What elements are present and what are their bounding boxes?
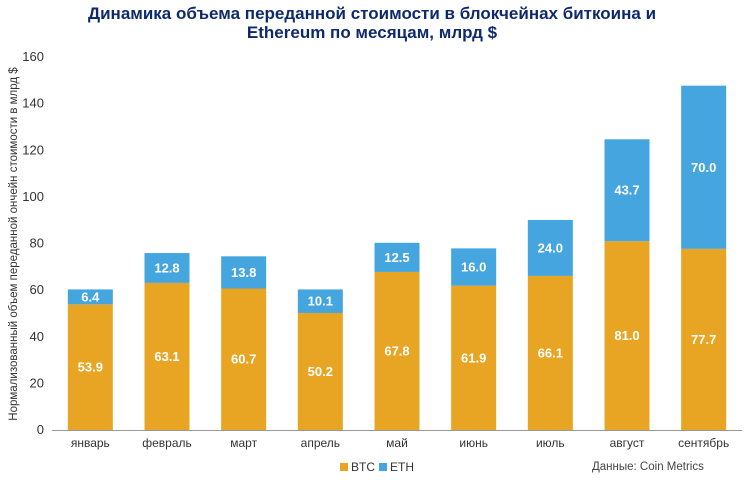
data-label-btc: 77.7 xyxy=(691,332,716,347)
x-tick-label: май xyxy=(386,436,408,450)
data-label-eth: 70.0 xyxy=(691,160,716,175)
bar-eth-7 xyxy=(604,139,650,242)
data-label-eth: 13.8 xyxy=(231,265,256,280)
data-label-eth: 12.8 xyxy=(154,260,179,275)
data-labels: 53.9 6.4 63.1 12.8 60.7 13.8 50.2 10.1 67.8 12.5 6… xyxy=(78,160,717,379)
chart-title-line-1: Динамика объема переданной стоимости в б… xyxy=(88,4,656,23)
data-label-btc: 61.9 xyxy=(461,350,486,365)
bar-btc-7 xyxy=(604,241,650,430)
data-label-eth: 16.0 xyxy=(461,260,486,275)
x-tick-label: март xyxy=(230,436,257,450)
bar-btc-3 xyxy=(297,312,343,430)
data-label-btc: 63.1 xyxy=(154,349,179,364)
bar-btc-0 xyxy=(67,304,113,430)
bar-eth-0 xyxy=(67,289,113,305)
x-tick-label: февраль xyxy=(142,436,192,450)
bar-btc-1 xyxy=(144,282,190,430)
x-tick-label: июнь xyxy=(459,436,488,450)
y-tick-label: 80 xyxy=(30,236,44,251)
bar-btc-6 xyxy=(527,275,573,430)
bar-eth-4 xyxy=(374,242,420,272)
data-label-btc: 60.7 xyxy=(231,352,256,367)
legend-swatch-eth xyxy=(379,463,387,471)
data-label-eth: 6.4 xyxy=(81,289,100,304)
y-tick-label: 100 xyxy=(22,189,44,204)
x-tick-label: апрель xyxy=(301,436,340,450)
y-tick-label: 120 xyxy=(22,142,44,157)
data-label-btc: 66.1 xyxy=(538,345,563,360)
chart-title: Динамика объема переданной стоимости в б… xyxy=(88,4,656,42)
y-axis-ticks: 0 20 40 60 80 100 120 140 160 xyxy=(22,49,44,437)
legend: BTC ETH xyxy=(340,460,414,474)
data-label-eth: 24.0 xyxy=(538,240,563,255)
bar-btc-8 xyxy=(681,248,727,430)
bar-eth-5 xyxy=(451,248,497,286)
source-note: Данные: Coin Metrics xyxy=(592,461,704,473)
data-label-eth: 43.7 xyxy=(614,183,639,198)
data-label-btc: 50.2 xyxy=(308,364,333,379)
y-tick-label: 0 xyxy=(37,422,44,437)
x-tick-label: январь xyxy=(71,436,110,450)
y-tick-label: 20 xyxy=(30,375,44,390)
chart-title-line-2: Ethereum по месяцам, млрд $ xyxy=(247,23,498,42)
y-tick-label: 140 xyxy=(22,96,44,111)
bar-eth-6 xyxy=(527,219,573,276)
x-axis-ticks: январь февраль март апрель май июнь июль август… xyxy=(71,436,729,450)
legend-swatch-btc xyxy=(340,463,348,471)
y-tick-label: 60 xyxy=(30,282,44,297)
x-tick-label: июль xyxy=(536,436,565,450)
y-tick-label: 40 xyxy=(30,329,44,344)
bar-eth-3 xyxy=(297,289,343,313)
bars xyxy=(67,85,727,430)
bar-btc-4 xyxy=(374,271,420,430)
data-label-btc: 67.8 xyxy=(384,343,409,358)
bar-eth-8 xyxy=(681,85,727,249)
data-label-eth: 10.1 xyxy=(308,294,333,309)
bar-eth-1 xyxy=(144,253,190,283)
legend-label-btc: BTC xyxy=(351,460,375,474)
bar-btc-2 xyxy=(221,288,267,430)
x-tick-label: август xyxy=(610,436,645,450)
x-tick-label: сентябрь xyxy=(678,436,729,450)
y-tick-label: 160 xyxy=(22,49,44,64)
legend-label-eth: ETH xyxy=(390,460,414,474)
data-label-eth: 12.5 xyxy=(384,250,409,265)
data-label-btc: 81.0 xyxy=(614,328,639,343)
bar-btc-5 xyxy=(451,285,497,430)
y-axis-label: Нормализованный объем переданной ончейн … xyxy=(8,67,20,421)
bar-eth-2 xyxy=(221,256,267,289)
data-label-btc: 53.9 xyxy=(78,360,103,375)
